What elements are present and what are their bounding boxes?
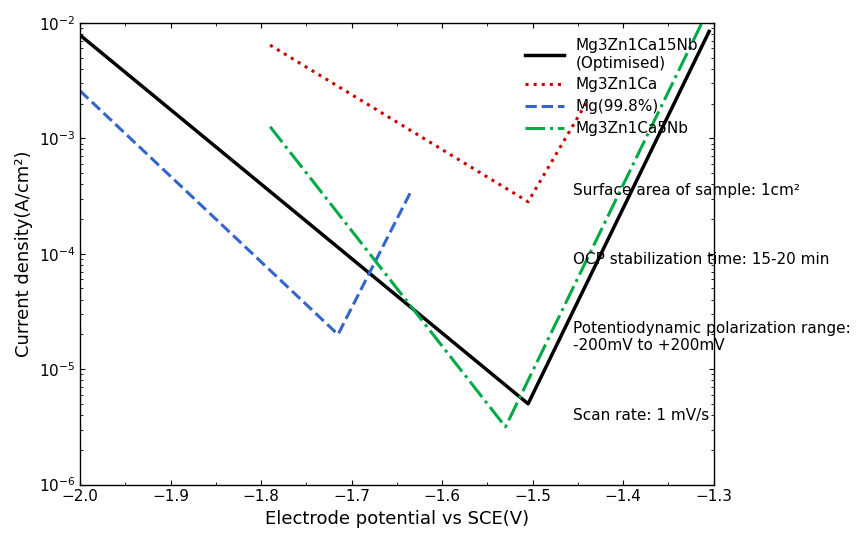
Legend: Mg3Zn1Ca15Nb
(Optimised), Mg3Zn1Ca, Mg(99.8%), Mg3Zn1Ca5Nb: Mg3Zn1Ca15Nb (Optimised), Mg3Zn1Ca, Mg(9… bbox=[518, 30, 706, 144]
Y-axis label: Current density(A/cm²): Current density(A/cm²) bbox=[15, 150, 33, 357]
Text: Scan rate: 1 mV/s: Scan rate: 1 mV/s bbox=[573, 408, 710, 423]
Text: OCP stabilization time: 15-20 min: OCP stabilization time: 15-20 min bbox=[573, 252, 830, 267]
X-axis label: Electrode potential vs SCE(V): Electrode potential vs SCE(V) bbox=[265, 510, 529, 528]
Text: Potentiodynamic polarization range:
-200mV to +200mV: Potentiodynamic polarization range: -200… bbox=[573, 321, 851, 353]
Text: Surface area of sample: 1cm²: Surface area of sample: 1cm² bbox=[573, 183, 801, 198]
